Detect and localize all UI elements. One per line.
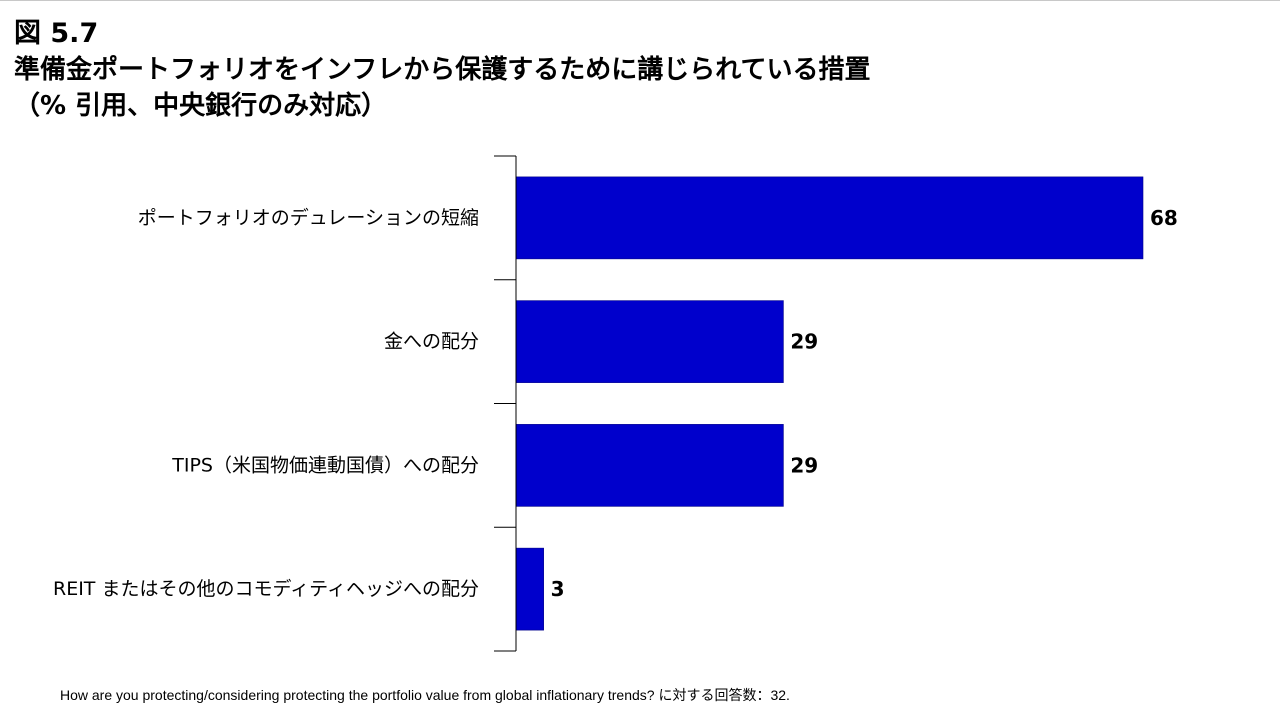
value-label: 29 bbox=[790, 453, 818, 477]
footnote: How are you protecting/considering prote… bbox=[60, 687, 790, 703]
bar bbox=[515, 300, 784, 383]
category-label: 金への配分 bbox=[384, 331, 479, 353]
category-label: TIPS（米国物価連動国債）への配分 bbox=[171, 454, 479, 476]
category-label: ポートフォリオのデュレーションの短縮 bbox=[138, 207, 479, 229]
category-label: REIT またはその他のコモディティヘッジへの配分 bbox=[53, 578, 479, 600]
value-label: 29 bbox=[790, 330, 818, 354]
chart-title: 準備金ポートフォリオをインフレから保護するために講じられている措置 bbox=[14, 55, 871, 85]
value-label: 3 bbox=[551, 577, 565, 601]
category-axis bbox=[494, 155, 517, 652]
bar bbox=[515, 176, 1144, 260]
bars-layer bbox=[515, 176, 1144, 631]
top-rule bbox=[0, 0, 1280, 1]
figure-number: 図 5.7 bbox=[14, 18, 99, 49]
labels-layer: ポートフォリオのデュレーションの短縮 68 金への配分 29 TIPS（米国物価連動国債… bbox=[53, 206, 1178, 601]
bar bbox=[515, 424, 784, 507]
value-label: 68 bbox=[1150, 206, 1178, 230]
title-block: 図 5.7 準備金ポートフォリオをインフレから保護するために講じられている措置 … bbox=[14, 16, 1254, 124]
chart-subtitle: （% 引用、中央銀行のみ対応） bbox=[14, 91, 388, 121]
bar bbox=[515, 547, 544, 631]
